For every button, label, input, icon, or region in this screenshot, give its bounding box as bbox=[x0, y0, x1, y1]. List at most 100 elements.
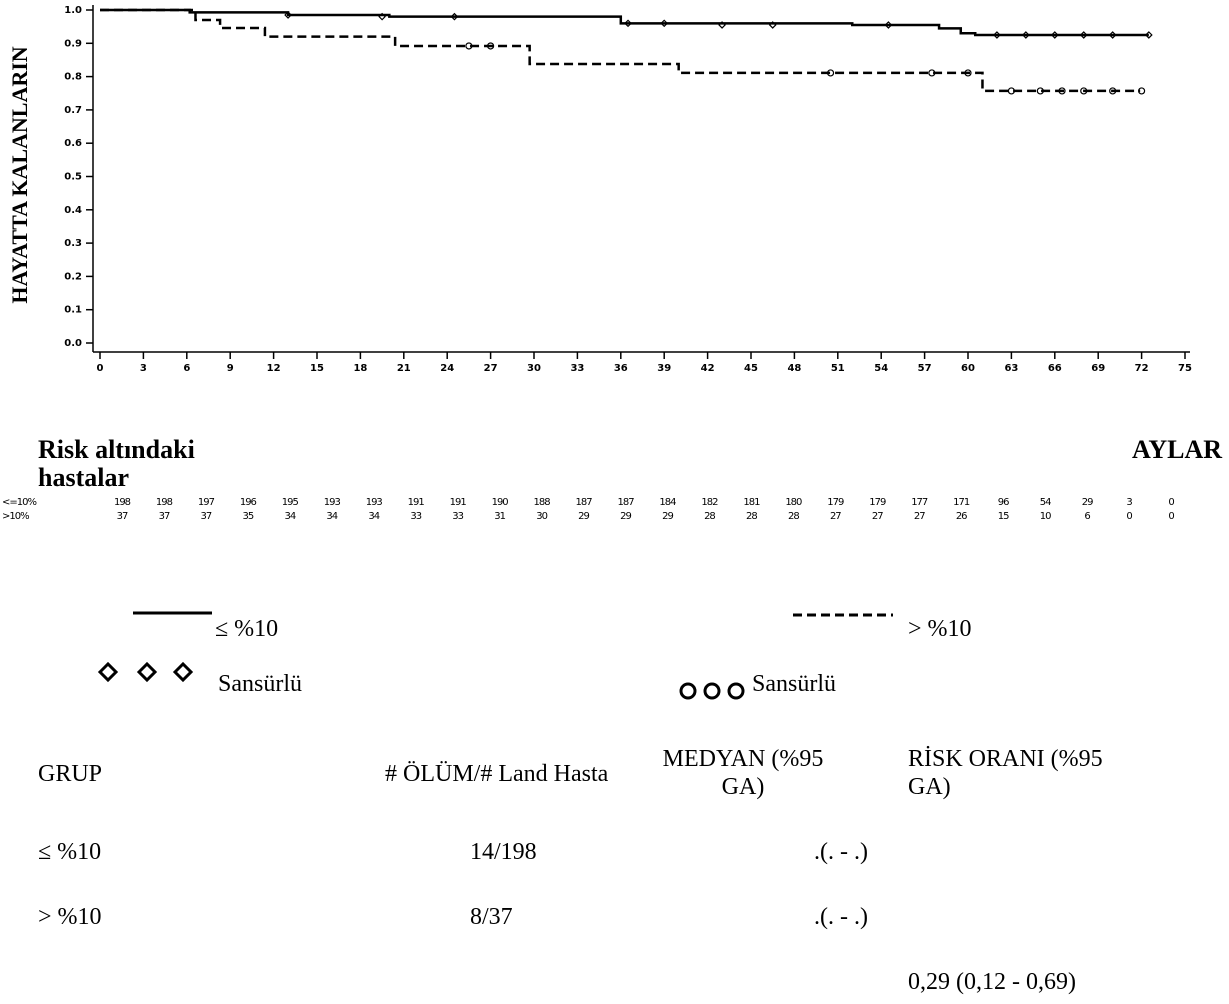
censor-mark bbox=[826, 69, 835, 77]
censor-mark bbox=[1144, 31, 1153, 39]
risk-count: 29 bbox=[578, 511, 590, 522]
risk-count: 34 bbox=[368, 511, 380, 522]
censor-mark bbox=[487, 42, 495, 50]
censor-mark bbox=[624, 19, 632, 28]
censor-mark bbox=[450, 12, 459, 21]
risk-count: 179 bbox=[869, 497, 886, 508]
censor-mark bbox=[660, 19, 669, 28]
censor-mark bbox=[1050, 31, 1059, 39]
risk-count: 34 bbox=[326, 511, 338, 522]
x-tick-label: 36 bbox=[614, 363, 628, 374]
x-tick-label: 18 bbox=[353, 363, 367, 374]
risk-count: 37 bbox=[158, 511, 171, 522]
risk-count: 96 bbox=[997, 497, 1010, 508]
x-axis-label: AYLAR bbox=[1132, 435, 1223, 464]
risk-count: 187 bbox=[617, 497, 634, 508]
censor-mark bbox=[964, 69, 972, 77]
risk-count: 26 bbox=[955, 511, 968, 522]
risk-count: 54 bbox=[1039, 497, 1052, 508]
x-tick-label: 27 bbox=[484, 363, 498, 374]
table-header: # ÖLÜM/# Land Hasta bbox=[385, 761, 609, 787]
risk-count: 10 bbox=[1039, 511, 1052, 522]
risk-count: 3 bbox=[1126, 497, 1132, 508]
censor-mark bbox=[284, 11, 292, 19]
legend-label: ≤ %10 bbox=[215, 616, 279, 642]
censor-mark bbox=[1007, 87, 1016, 95]
risk-count: 193 bbox=[323, 497, 341, 508]
y-tick-label: 0.0 bbox=[64, 338, 82, 349]
x-tick-label: 51 bbox=[831, 363, 845, 374]
risk-count: 37 bbox=[116, 511, 129, 522]
x-tick-label: 60 bbox=[961, 363, 975, 374]
risk-count: 27 bbox=[913, 511, 926, 522]
censor-mark bbox=[1058, 87, 1066, 95]
table-cell: .(. - .) bbox=[814, 839, 868, 865]
x-tick-label: 39 bbox=[657, 363, 671, 374]
censor-mark bbox=[884, 21, 893, 29]
survival-line bbox=[100, 8, 1141, 93]
risk-count: 29 bbox=[662, 511, 674, 522]
risk-row-label: >10% bbox=[2, 511, 30, 522]
risk-count: 187 bbox=[575, 497, 593, 508]
x-tick-label: 42 bbox=[701, 363, 715, 374]
risk-count: 177 bbox=[911, 497, 928, 508]
risk-count: 193 bbox=[365, 497, 383, 508]
risk-count: 182 bbox=[701, 497, 718, 508]
censor-mark bbox=[1022, 31, 1030, 39]
risk-count: 198 bbox=[113, 497, 131, 508]
legend-label: Sansürlü bbox=[218, 671, 302, 697]
y-tick-label: 0.2 bbox=[64, 271, 82, 282]
risk-count: 181 bbox=[743, 497, 760, 508]
survival-line bbox=[100, 8, 1149, 37]
risk-count: 188 bbox=[533, 497, 551, 508]
censor-mark bbox=[1109, 87, 1117, 95]
x-tick-label: 72 bbox=[1135, 363, 1149, 374]
risk-count: 179 bbox=[827, 497, 844, 508]
y-tick-label: 0.4 bbox=[64, 205, 82, 216]
x-tick-label: 0 bbox=[97, 363, 104, 374]
hazard-ratio: 0,29 (0,12 - 0,69) bbox=[908, 969, 1076, 995]
y-tick-label: 0.1 bbox=[64, 305, 82, 316]
risk-count: 0 bbox=[1168, 497, 1174, 508]
y-tick-label: 0.8 bbox=[64, 72, 82, 83]
risk-count: 15 bbox=[997, 511, 1010, 522]
x-tick-label: 45 bbox=[744, 363, 758, 374]
y-axis-label: HAYATTA KALANLARIN bbox=[7, 46, 32, 303]
censor-mark bbox=[465, 42, 473, 50]
censor-mark bbox=[1080, 87, 1088, 95]
risk-count: 171 bbox=[953, 497, 970, 508]
risk-count: 0 bbox=[1126, 511, 1132, 522]
risk-count: 31 bbox=[494, 511, 506, 522]
y-tick-label: 0.7 bbox=[64, 105, 82, 116]
y-tick-label: 0.9 bbox=[64, 38, 82, 49]
x-tick-label: 24 bbox=[440, 363, 454, 374]
x-tick-label: 48 bbox=[787, 363, 801, 374]
y-tick-label: 0.3 bbox=[64, 238, 82, 249]
x-tick-label: 75 bbox=[1178, 363, 1192, 374]
risk-count: 6 bbox=[1084, 511, 1090, 522]
censor-mark bbox=[1079, 31, 1088, 39]
censor-mark bbox=[1036, 87, 1044, 95]
risk-count: 35 bbox=[242, 511, 255, 522]
censor-mark bbox=[768, 21, 777, 29]
x-tick-label: 33 bbox=[570, 363, 584, 374]
risk-title: Risk altındaki hastalar bbox=[38, 435, 195, 492]
x-tick-label: 21 bbox=[397, 363, 411, 374]
table-cell: > %10 bbox=[38, 904, 102, 930]
legend-censor bbox=[97, 661, 745, 700]
risk-count: 0 bbox=[1168, 511, 1174, 522]
risk-count: 29 bbox=[620, 511, 632, 522]
risk-count: 180 bbox=[785, 497, 802, 508]
x-tick-label: 63 bbox=[1004, 363, 1018, 374]
y-tick-label: 0.5 bbox=[64, 172, 82, 183]
table-header: GRUP bbox=[38, 761, 103, 787]
risk-count: 29 bbox=[1081, 497, 1094, 508]
censor-mark bbox=[993, 31, 1001, 39]
risk-count: 28 bbox=[704, 511, 716, 522]
x-tick-label: 3 bbox=[140, 363, 147, 374]
risk-count: 198 bbox=[155, 497, 173, 508]
risk-count: 37 bbox=[200, 511, 213, 522]
risk-count: 191 bbox=[407, 497, 425, 508]
